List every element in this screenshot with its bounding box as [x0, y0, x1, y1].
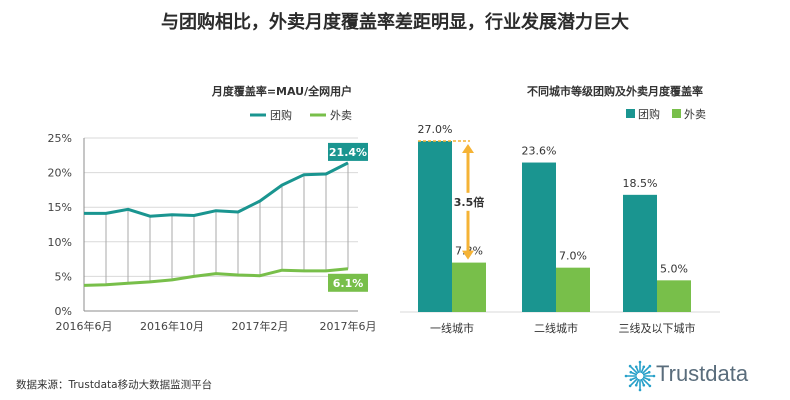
- logo-dot: [628, 384, 632, 388]
- logo-dot: [624, 374, 628, 378]
- data-source-note: 数据来源：Trustdata移动大数据监测平台: [16, 379, 213, 391]
- y-tick-label: 10%: [48, 236, 72, 249]
- category-label: 三线及以下城市: [619, 321, 696, 335]
- y-tick-label: 20%: [48, 167, 72, 180]
- bar-tuangou: [522, 162, 556, 312]
- logo-ray: [629, 365, 639, 375]
- bar-tuangou: [418, 141, 452, 312]
- logo-dot: [628, 364, 632, 368]
- logo-ray: [641, 365, 651, 375]
- series-line-tuangou: [84, 161, 349, 218]
- legend-label: 团购: [270, 108, 292, 122]
- logo-dot: [634, 383, 638, 387]
- annotation-label: 3.5倍: [454, 195, 485, 209]
- bar-waimai: [657, 280, 691, 312]
- y-tick-label: 5%: [55, 270, 72, 283]
- logo-dot: [648, 364, 652, 368]
- bar-tuangou: [623, 194, 657, 312]
- bar-value-label: 18.5%: [623, 177, 658, 190]
- legend-label: 外卖: [684, 108, 706, 121]
- legend-label: 外卖: [330, 109, 352, 122]
- y-tick-label: 0%: [55, 305, 72, 318]
- logo-dot: [638, 388, 642, 392]
- annotation-arrow-down-icon: [462, 250, 474, 260]
- x-tick-label: 2016年6月: [56, 319, 113, 333]
- bar-value-label: 7.0%: [559, 250, 587, 263]
- page-title: 与团购相比，外卖月度覆盖率差距明显，行业发展潜力巨大: [161, 12, 629, 33]
- end-value-label: 21.4%: [329, 146, 367, 159]
- end-value-box: [328, 142, 368, 161]
- bar-value-label: 23.6%: [522, 145, 557, 158]
- logo-dot: [638, 360, 642, 364]
- x-tick-label: 2017年6月: [320, 319, 377, 333]
- annotation-arrow-up-icon: [462, 144, 474, 153]
- line-chart-title: 月度覆盖率=MAU/全网用户: [211, 84, 352, 98]
- logo-dot: [648, 384, 652, 388]
- bar-value-label: 27.0%: [418, 123, 453, 136]
- series-line-waimai: [83, 267, 349, 287]
- category-label: 二线城市: [534, 321, 578, 335]
- bar-value-label: 5.0%: [660, 262, 688, 275]
- end-value-label: 6.1%: [333, 277, 364, 290]
- logo-dot: [629, 370, 633, 374]
- logo-dot: [642, 383, 646, 387]
- x-tick-label: 2016年10月: [140, 319, 204, 333]
- bar-chart-title: 不同城市等级团购及外卖月度覆盖率: [527, 84, 703, 98]
- logo-ray: [641, 377, 651, 387]
- legend-label: 团购: [638, 107, 660, 121]
- logo-dot: [629, 378, 633, 382]
- logo-dot: [647, 370, 651, 374]
- x-tick-label: 2017年2月: [232, 319, 289, 333]
- logo-dot: [642, 365, 646, 369]
- bar-waimai: [452, 262, 486, 312]
- logo-dot: [652, 374, 656, 378]
- annotation-label-bg: [452, 192, 486, 211]
- logo-dot: [634, 365, 638, 369]
- bar-waimai: [556, 267, 590, 312]
- brand-name: Trustdata: [656, 361, 749, 386]
- logo-dot: [647, 378, 651, 382]
- legend-swatch-tuangou: [626, 109, 635, 118]
- category-label: 一线城市: [430, 321, 474, 335]
- y-tick-label: 15%: [48, 201, 72, 214]
- legend-swatch-waimai: [672, 109, 681, 118]
- end-value-box: [328, 273, 368, 292]
- logo-ray: [629, 377, 639, 387]
- y-tick-label: 25%: [48, 132, 72, 145]
